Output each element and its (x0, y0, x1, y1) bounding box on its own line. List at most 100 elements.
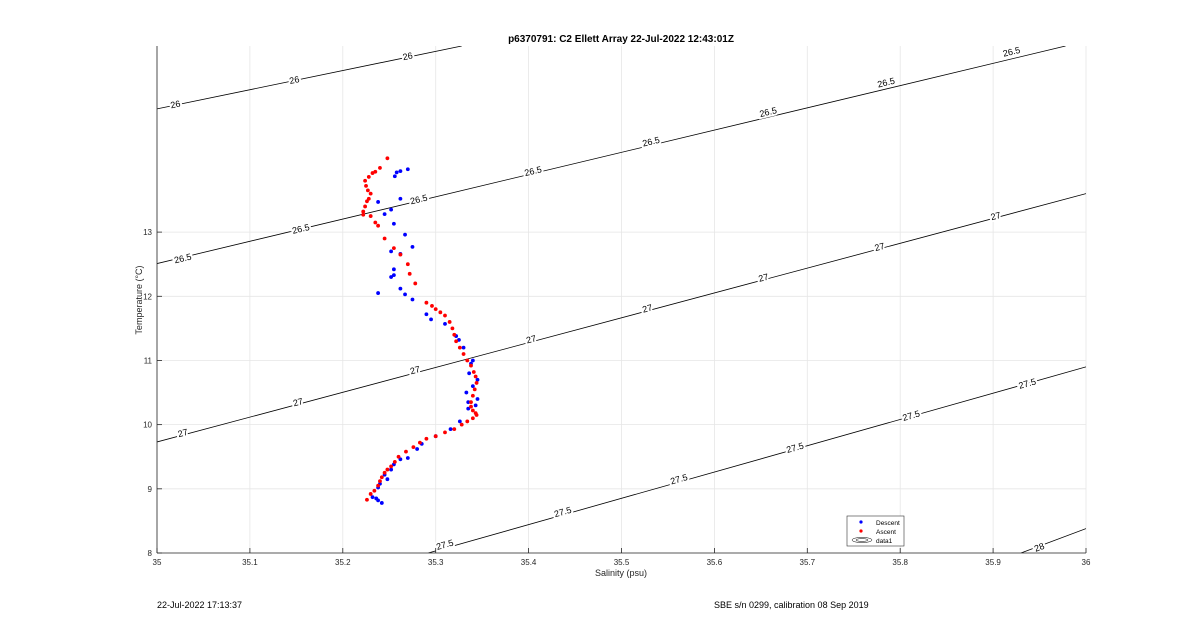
descent-point (424, 312, 429, 317)
descent-point (470, 358, 475, 363)
descent-point (429, 317, 433, 322)
descent-point (410, 244, 415, 249)
ascent-point (430, 304, 434, 308)
ascent-point (433, 434, 438, 439)
descent-point (473, 403, 478, 408)
legend-contour-icon (851, 537, 873, 543)
x-tick-label: 35.2 (335, 558, 351, 567)
y-tick-label: 9 (148, 485, 153, 494)
descent-point (394, 170, 399, 175)
ascent-point (372, 488, 377, 493)
axes (156, 46, 1087, 554)
ascent-point (452, 427, 457, 432)
contour-label: 26 (170, 99, 182, 111)
descent-point (389, 249, 394, 254)
ascent-point (364, 184, 368, 188)
ascent-point (370, 171, 375, 175)
ascent-point (378, 479, 382, 484)
descent-point (405, 456, 410, 460)
ascent-point (398, 252, 403, 257)
density-contour-27 (157, 193, 1086, 443)
descent-point (475, 377, 480, 382)
descent-point (466, 406, 471, 411)
contour-label: 27 (177, 427, 189, 439)
y-tick-label: 11 (144, 356, 153, 365)
contour-label: 27 (409, 364, 421, 376)
descent-point (398, 196, 403, 201)
density-contour-28 (1020, 528, 1086, 553)
legend-ascent-label: Ascent (876, 529, 896, 536)
footer-calibration: SBE s/n 0299, calibration 08 Sep 2019 (714, 600, 869, 610)
density-contour-27.5 (428, 366, 1086, 553)
x-tick-label: 36 (1082, 558, 1091, 567)
ascent-point (385, 156, 390, 161)
y-tick-label: 10 (143, 421, 152, 430)
ascent-point (470, 393, 475, 398)
contour-label: 26 (288, 74, 300, 86)
ascent-point (469, 400, 473, 405)
ascent-point (424, 436, 429, 441)
legend: Descent Ascent data1 (846, 515, 905, 547)
chart-title: p6370791: C2 Ellett Array 22-Jul-2022 12… (508, 34, 734, 45)
ascent-point (366, 175, 371, 179)
descent-point (392, 174, 397, 179)
descent-point (464, 390, 469, 395)
ascent-point (433, 307, 438, 312)
contour-label: 26 (402, 50, 414, 62)
descent-point (376, 291, 381, 295)
ascent-point (470, 408, 475, 413)
ascent-point (465, 419, 470, 424)
descent-point (379, 501, 384, 505)
footer-timestamp: 22-Jul-2022 17:13:37 (157, 600, 243, 610)
ascent-point (379, 475, 384, 480)
contour-label: 27 (990, 210, 1002, 222)
legend-box (846, 515, 905, 547)
density-contours (157, 46, 1086, 553)
ascent-point (363, 204, 367, 209)
y-tick-labels: 8 9 10 11 12 13 (143, 228, 152, 558)
ascent-point (472, 387, 477, 392)
descent-point (389, 275, 394, 279)
ascent-point (450, 326, 455, 331)
descent-point (403, 232, 407, 237)
descent-point (405, 167, 410, 172)
ascent-point (471, 370, 476, 374)
ascent-point (392, 459, 397, 464)
ascent-point (378, 166, 382, 170)
ascent-point (473, 374, 478, 379)
descent-point (382, 212, 387, 217)
density-contour-26.5 (157, 46, 1066, 264)
x-tick-label: 35.3 (428, 558, 444, 567)
descent-point (391, 267, 396, 272)
descent-point (448, 427, 453, 432)
ascent-point (365, 497, 369, 502)
legend-contour-icon-inner (855, 538, 869, 542)
ascent-point (443, 313, 447, 318)
x-tick-label: 35.7 (800, 558, 816, 567)
x-axis-label: Salinity (psu) (595, 568, 647, 578)
legend-descent-marker (859, 520, 863, 524)
y-tick-label: 13 (143, 228, 152, 237)
x-tick-label: 35 (153, 558, 162, 567)
descent-point (385, 477, 390, 482)
ascent-point (382, 236, 387, 241)
contour-label: 27 (292, 396, 304, 408)
ascent-point (459, 422, 464, 427)
x-tick-label: 35.6 (707, 558, 723, 567)
descent-point (461, 345, 466, 350)
descent-point (389, 467, 394, 472)
ascent-point (413, 281, 418, 286)
contour-label: 27 (757, 272, 769, 284)
ascent-point (376, 483, 381, 488)
ascent-point (365, 188, 370, 193)
legend-descent-label: Descent (876, 520, 900, 527)
descent-point (415, 447, 420, 451)
descent-point (403, 292, 407, 297)
descent-point (466, 400, 471, 405)
ascent-point (368, 214, 373, 218)
ascent-point (465, 358, 470, 363)
density-contour-26 (157, 46, 462, 110)
legend-data1-label: data1 (876, 538, 893, 545)
ascent-point (365, 199, 369, 204)
